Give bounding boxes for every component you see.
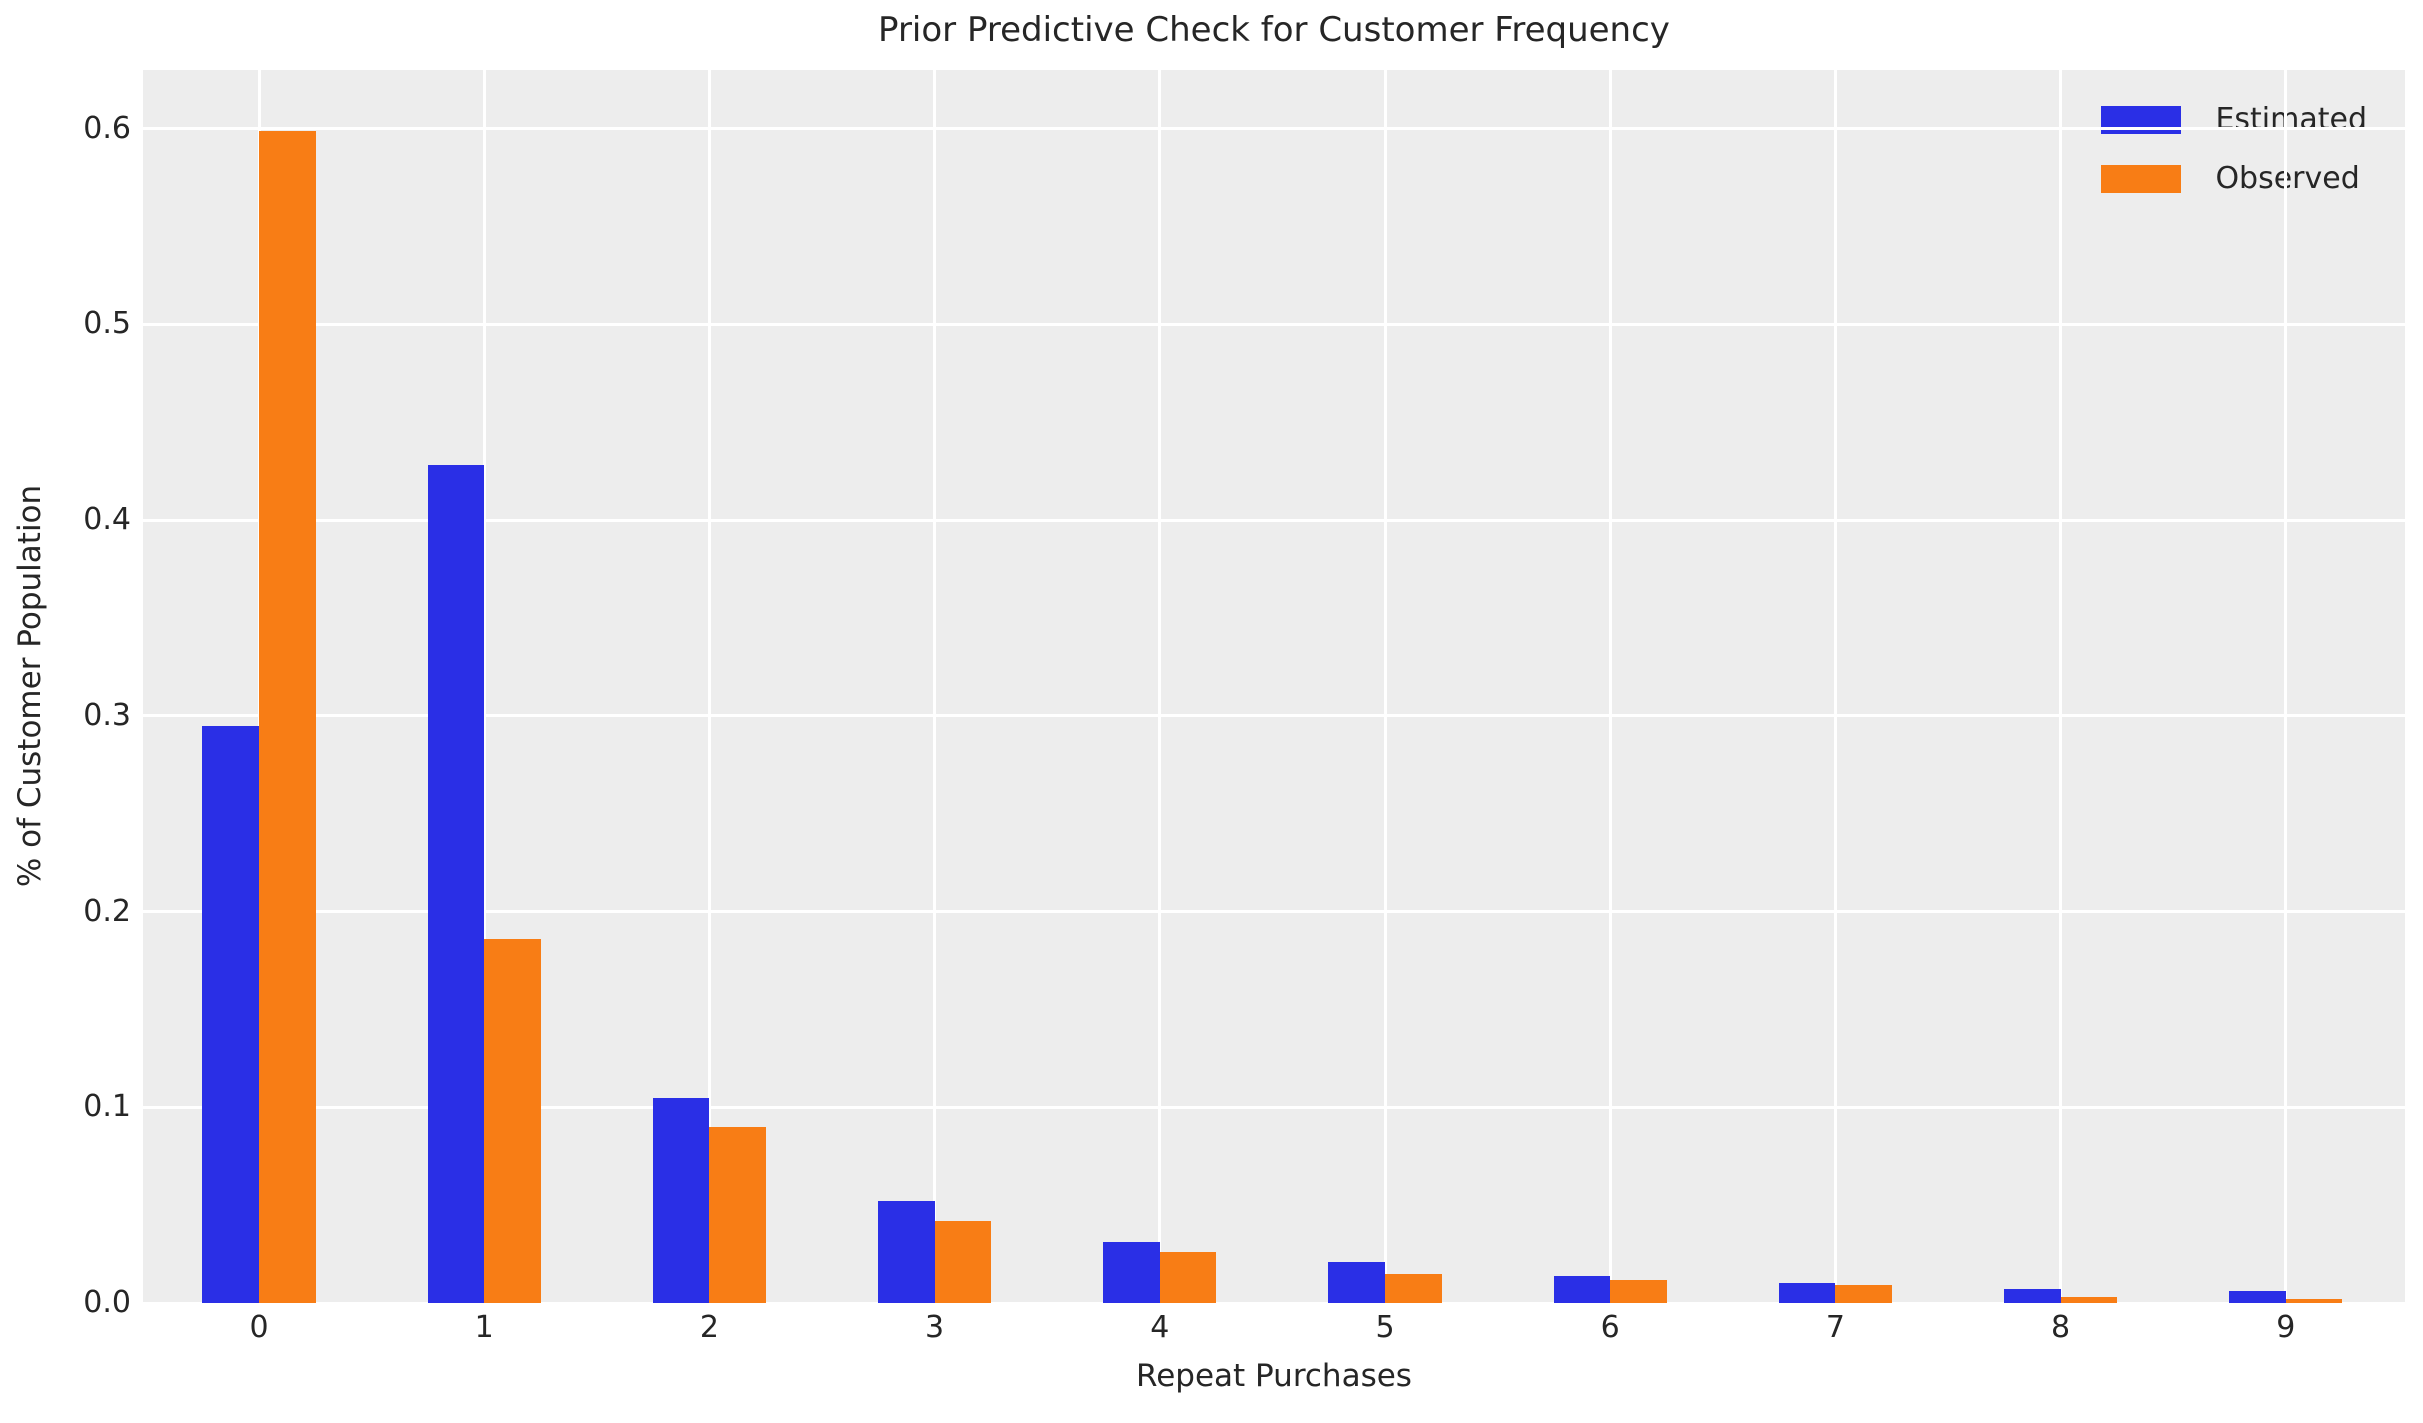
gridline-x-9 (2284, 70, 2288, 1303)
x-tick-label-8: 8 (2051, 1310, 2071, 1345)
legend-swatch-observed (2101, 165, 2182, 193)
gridline-y-0.3 (143, 714, 2405, 718)
plot-area: Estimated Observed (143, 70, 2405, 1305)
bar-estimated-6 (1553, 1275, 1611, 1303)
bar-estimated-9 (2229, 1291, 2286, 1303)
y-tick-label-0.2: 0.2 (83, 893, 131, 929)
gridline-y-0.0 (143, 1301, 2405, 1305)
gridline-x-8 (2059, 70, 2063, 1303)
gridline-x-7 (1833, 70, 1837, 1303)
x-tick-label-2: 2 (699, 1310, 719, 1345)
bar-estimated-8 (2003, 1289, 2061, 1303)
gridline-y-0.5 (143, 322, 2405, 326)
x-tick-label-0: 0 (249, 1310, 269, 1345)
bar-estimated-0 (202, 725, 259, 1303)
gridline-x-4 (1158, 70, 1162, 1303)
bar-observed-0 (259, 130, 316, 1303)
y-tick-label-0.6: 0.6 (83, 110, 131, 146)
x-tick-label-9: 9 (2276, 1310, 2296, 1345)
gridline-y-0.4 (143, 518, 2405, 522)
bar-observed-1 (484, 938, 541, 1303)
bar-observed-9 (2285, 1299, 2343, 1303)
gridline-x-6 (1608, 70, 1612, 1303)
x-tick-label-6: 6 (1600, 1310, 1620, 1345)
bar-observed-4 (1159, 1252, 1217, 1303)
bar-estimated-2 (652, 1097, 710, 1303)
x-axis-label: Repeat Purchases (1136, 1358, 1412, 1394)
y-tick-label-0.0: 0.0 (83, 1285, 131, 1320)
legend-label-estimated: Estimated (2215, 102, 2367, 137)
x-tick-label-3: 3 (925, 1310, 945, 1345)
bar-observed-6 (1610, 1279, 1667, 1303)
gridline-x-2 (707, 70, 711, 1303)
gridline-y-0.6 (143, 127, 2405, 131)
legend: Estimated Observed (2101, 102, 2367, 224)
y-tick-label-0.4: 0.4 (83, 502, 131, 538)
y-tick-label-0.3: 0.3 (83, 697, 131, 733)
y-axis-label: % of Customer Population (12, 484, 48, 888)
gridline-y-0.2 (143, 910, 2405, 914)
chart-title: Prior Predictive Check for Customer Freq… (878, 10, 1670, 50)
bar-estimated-7 (1778, 1283, 1836, 1303)
x-tick-label-5: 5 (1375, 1310, 1395, 1345)
bar-estimated-5 (1328, 1261, 1385, 1303)
gridline-y-0.1 (143, 1105, 2405, 1109)
y-tick-label-0.1: 0.1 (83, 1089, 131, 1125)
x-tick-label-7: 7 (1825, 1310, 1845, 1345)
bar-observed-3 (934, 1220, 992, 1303)
bar-observed-5 (1385, 1273, 1442, 1303)
legend-row-observed: Observed (2101, 161, 2367, 196)
x-tick-label-4: 4 (1150, 1310, 1170, 1345)
bar-observed-7 (1835, 1285, 1893, 1303)
bar-observed-8 (2060, 1297, 2118, 1303)
gridline-x-1 (482, 70, 486, 1303)
gridline-x-5 (1383, 70, 1387, 1303)
bar-estimated-3 (877, 1201, 935, 1303)
bar-observed-2 (709, 1126, 767, 1303)
x-tick-label-1: 1 (474, 1310, 494, 1345)
bar-estimated-4 (1103, 1242, 1160, 1303)
legend-label-observed: Observed (2215, 161, 2360, 196)
y-tick-label-0.5: 0.5 (83, 306, 131, 342)
bar-estimated-1 (427, 465, 485, 1303)
gridline-x-3 (933, 70, 937, 1303)
